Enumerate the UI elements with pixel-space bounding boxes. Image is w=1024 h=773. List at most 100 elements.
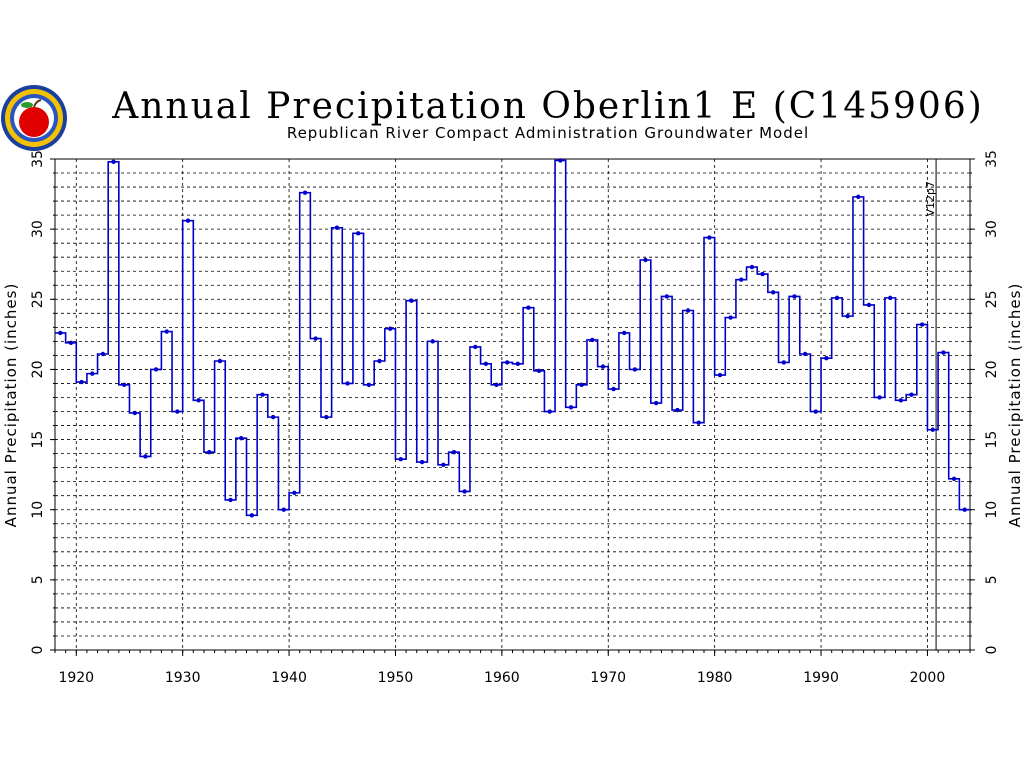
data-point: [292, 490, 297, 496]
data-point: [132, 410, 137, 416]
data-point: [930, 427, 935, 432]
y-tick-label-left: 10: [30, 501, 46, 519]
data-point: [834, 295, 840, 301]
plot-frame: [54, 158, 971, 651]
data-point: [866, 302, 872, 308]
data-point: [547, 409, 552, 414]
data-point: [100, 351, 106, 357]
data-point: [845, 313, 850, 319]
data-point: [728, 315, 733, 320]
annotations: V12p7: [924, 159, 937, 650]
data-point: [185, 218, 191, 223]
series-layer: [55, 158, 970, 518]
y-axis-label-right: Annual Precipitation (inches): [1006, 283, 1024, 528]
data-point: [451, 449, 457, 455]
data-point: [962, 507, 967, 512]
series-step-line: [55, 159, 970, 517]
x-tick-label: 1940: [271, 670, 307, 686]
data-point: [366, 382, 372, 388]
data-point: [260, 392, 265, 397]
grid: [55, 159, 970, 650]
data-point: [207, 449, 212, 455]
y-tick-label-left: 15: [30, 431, 46, 449]
y-tick-label-right: 35: [984, 150, 1000, 168]
y-tick-label-left: 30: [30, 220, 46, 238]
data-point: [153, 367, 159, 372]
data-point: [111, 159, 116, 165]
data-point: [217, 358, 223, 364]
data-point: [377, 358, 382, 364]
data-point: [409, 298, 414, 303]
data-point: [611, 386, 616, 392]
annotation-label: V12p7: [924, 181, 937, 217]
data-point: [462, 489, 467, 494]
data-point: [238, 435, 244, 441]
y-tick-label-right: 20: [984, 361, 1000, 379]
data-point: [951, 476, 957, 482]
data-point: [515, 361, 521, 367]
x-tick-label: 1960: [484, 670, 520, 686]
data-point: [888, 295, 893, 301]
x-tick-label: 1970: [590, 670, 626, 686]
data-point: [441, 462, 446, 468]
data-point: [590, 337, 595, 343]
data-point: [653, 400, 659, 406]
chart-title: Annual Precipitation Oberlin1 E (C145906…: [111, 86, 984, 127]
y-tick-label-right: 10: [984, 501, 1000, 519]
data-point: [749, 264, 755, 270]
seal-logo: [1, 85, 67, 151]
data-point: [919, 322, 925, 327]
data-point: [345, 381, 350, 386]
y-tick-label-left: 5: [30, 575, 46, 584]
data-point: [622, 330, 627, 336]
data-point: [398, 457, 403, 462]
data-point: [632, 367, 638, 372]
data-point: [430, 339, 435, 344]
data-point: [664, 294, 669, 299]
data-point: [909, 392, 914, 397]
y-tick-label-left: 35: [30, 150, 46, 168]
data-point: [324, 414, 329, 420]
data-point: [302, 190, 308, 195]
data-point: [90, 371, 95, 376]
data-point: [696, 420, 701, 425]
data-point: [792, 294, 797, 299]
data-point: [79, 379, 84, 385]
chart-subtitle: Republican River Compact Administration …: [287, 124, 809, 142]
x-tick-label: 1920: [58, 670, 94, 686]
data-point: [568, 405, 574, 410]
x-tick-label: 2000: [910, 670, 946, 686]
data-point: [494, 382, 499, 388]
data-point: [643, 257, 648, 263]
data-point: [941, 350, 946, 355]
data-point: [164, 329, 169, 334]
data-point: [313, 336, 318, 341]
data-point: [536, 368, 542, 374]
data-point: [770, 290, 776, 295]
data-point: [600, 364, 606, 369]
data-point: [579, 382, 584, 388]
data-point: [143, 454, 148, 459]
data-point: [196, 398, 201, 403]
data-point: [813, 409, 818, 414]
x-tick-label: 1930: [165, 670, 201, 686]
data-point: [824, 356, 829, 361]
data-point: [781, 360, 787, 365]
x-tick-label: 1990: [803, 670, 839, 686]
ticks: 0 0 5 5 10 10 15 15 20 20 25 25 30 30 35 35 1920 1930 1940…: [30, 150, 1000, 686]
y-tick-label-right: 15: [984, 431, 1000, 449]
x-tick-label: 1950: [378, 670, 414, 686]
x-tick-label: 1980: [697, 670, 733, 686]
y-tick-label-left: 0: [30, 646, 46, 655]
data-point: [419, 459, 425, 465]
data-point: [739, 277, 744, 282]
y-tick-label-right: 0: [984, 646, 1000, 655]
data-point: [281, 507, 286, 512]
data-point: [504, 360, 510, 365]
data-point: [334, 225, 340, 230]
data-point: [717, 372, 723, 378]
data-point: [228, 497, 233, 503]
y-tick-label-right: 5: [984, 575, 1000, 584]
